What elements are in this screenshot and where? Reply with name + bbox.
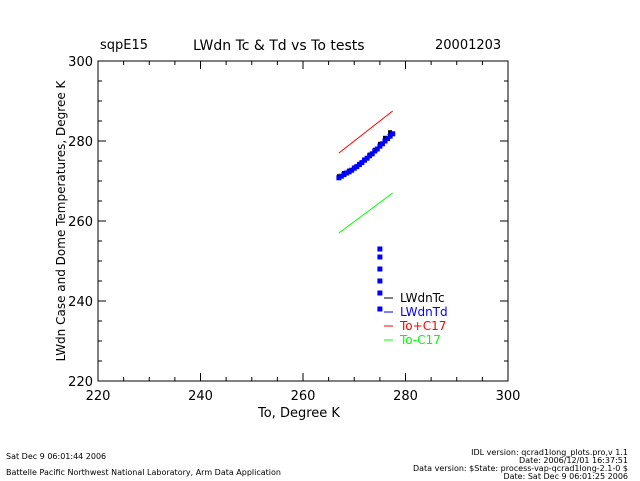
x-tick-label: 220: [86, 389, 111, 404]
data-point-lwdntd: [349, 167, 355, 173]
footer-lab: Battelle Pacific Northwest National Labo…: [6, 468, 281, 477]
plot-frame: [97, 60, 509, 382]
data-point-lwdntd: [341, 172, 347, 178]
data-point-lwdntd: [338, 173, 344, 179]
data-point-lwdntd: [346, 169, 352, 175]
data-point-lwdntd: [367, 153, 373, 159]
x-tick-label: 260: [291, 389, 316, 404]
footer-data-date: Date: Sat Dec 9 06:01:25 2006: [503, 472, 628, 481]
y-tick-label: 300: [68, 55, 93, 70]
y-tick-label: 220: [68, 375, 93, 390]
x-tick-label: 240: [188, 389, 213, 404]
chart-title: LWdn Tc & Td vs To tests: [193, 38, 365, 54]
footer-timestamp: Sat Dec 9 06:01:44 2006: [6, 452, 107, 461]
x-tick-label: 280: [393, 389, 418, 404]
data-point-lwdntc: [388, 130, 393, 135]
data-point-lwdntd: [354, 164, 360, 170]
x-axis-label: To, Degree K: [258, 406, 340, 421]
footer-date-line: Date: 2006/12/01 16:37:51: [519, 456, 628, 465]
x-tick-label: 300: [496, 389, 521, 404]
data-point-lwdntd: [390, 131, 396, 137]
y-tick-label: 280: [68, 135, 93, 150]
data-point-lwdntd: [369, 151, 375, 157]
data-point-lwdntd: [377, 278, 383, 284]
data-point-lwdntd: [387, 133, 393, 139]
y-tick-label: 260: [68, 215, 93, 230]
axis-ticks: 220 240 260 280 300 220 240 260 280 300: [68, 55, 520, 404]
chart-date: 20001203: [435, 38, 502, 53]
data-point-lwdntd: [377, 254, 383, 260]
station-label: sqpE15: [100, 38, 149, 53]
data-point-lwdntd: [377, 290, 383, 296]
data-point-lwdntd: [382, 138, 388, 144]
series-layer: [336, 110, 396, 312]
data-point-lwdntd: [379, 141, 385, 147]
data-point-lwdntd: [377, 246, 383, 252]
data-point-lwdntd: [359, 160, 365, 166]
y-axis-label: LWdn Case and Dome Temperatures, Degree …: [54, 80, 68, 362]
legend-label-lwdntd: LWdnTd: [400, 305, 448, 319]
legend-label-lwdntc: LWdnTc: [400, 291, 445, 305]
data-point-lwdntd: [362, 157, 367, 163]
data-point-lwdntc: [383, 135, 387, 140]
y-tick-label: 240: [68, 295, 93, 310]
data-point-lwdntd: [377, 306, 383, 312]
footer-data-version: Data version: $State: process-vap-qcrad1…: [412, 464, 628, 473]
footer-idl-version: IDL version: qcrad1long_plots.pro,v 1.1: [471, 448, 628, 457]
series-line-to-c17: [338, 192, 393, 234]
series-line-to-c17: [338, 110, 394, 154]
legend-label-to-c17: To-C17: [399, 333, 441, 347]
data-point-lwdntd: [374, 146, 380, 152]
data-point-lwdntd: [377, 266, 383, 272]
legend-label-to-c17: To+C17: [399, 319, 446, 333]
